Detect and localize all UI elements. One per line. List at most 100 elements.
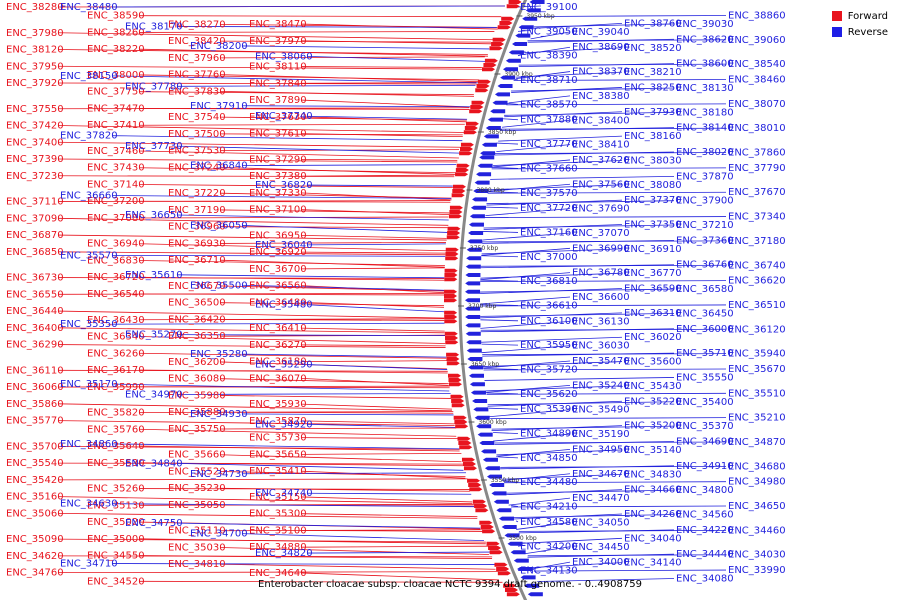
leader-line	[479, 296, 571, 305]
forward-feature-label: ENC_36840	[190, 161, 248, 172]
leader-line	[57, 32, 495, 41]
leader-line	[487, 401, 675, 406]
leader-line	[530, 31, 571, 40]
reverse-feature-label: ENC_37870	[676, 171, 734, 182]
reverse-feature-arrow	[507, 541, 523, 546]
reverse-feature-arrow	[484, 466, 500, 471]
leader-line	[491, 167, 519, 169]
forward-feature-label: ENC_37460	[87, 146, 145, 157]
forward-feature-label: ENC_36540	[87, 289, 145, 300]
leader-line	[533, 569, 727, 572]
forward-feature-label: ENC_35020	[87, 517, 145, 528]
reverse-feature-label: ENC_35600	[624, 357, 682, 368]
reverse-feature-label: ENC_36910	[624, 244, 682, 255]
leader-line	[219, 302, 445, 307]
reverse-feature-label: ENC_34140	[624, 558, 682, 569]
leader-line	[300, 234, 447, 239]
leader-line	[496, 144, 571, 152]
reverse-feature-arrow	[491, 491, 507, 496]
leader-line	[219, 319, 445, 321]
forward-feature-label: ENC_38220	[87, 44, 145, 55]
reverse-feature-label: ENC_37670	[728, 187, 786, 198]
reverse-feature-label: ENC_38380	[572, 91, 630, 102]
leader-line	[219, 116, 467, 121]
reverse-feature-arrow	[480, 151, 496, 156]
reverse-feature-label: ENC_35940	[728, 349, 786, 360]
leader-line	[138, 260, 445, 266]
leader-line	[57, 512, 478, 519]
forward-feature-label: ENC_35480	[255, 300, 313, 311]
forward-feature-arrow	[501, 16, 515, 21]
forward-feature-label: ENC_37230	[6, 171, 64, 182]
reverse-feature-arrow	[468, 365, 484, 370]
forward-feature-label: ENC_37760	[168, 70, 226, 81]
leader-line	[306, 424, 456, 428]
forward-feature-label: ENC_35110	[168, 526, 226, 537]
forward-feature-arrow	[475, 88, 489, 93]
reverse-feature-label: ENC_38710	[520, 75, 578, 86]
reverse-feature-arrow	[468, 222, 484, 227]
leader-line	[138, 167, 456, 174]
reverse-feature-arrow	[467, 357, 483, 361]
forward-feature-label: ENC_35530	[87, 458, 145, 469]
reverse-feature-arrow	[470, 390, 486, 395]
leader-line	[517, 54, 522, 57]
reverse-feature-label: ENC_37860	[728, 148, 786, 159]
leader-line	[481, 345, 571, 354]
forward-feature-label: ENC_35260	[87, 484, 145, 495]
leader-line	[494, 441, 675, 445]
forward-feature-arrow	[470, 105, 484, 109]
leader-line	[482, 232, 571, 241]
leader-line	[138, 369, 448, 374]
forward-feature-label: ENC_36350	[168, 331, 226, 342]
leader-line	[494, 151, 675, 156]
ruler-label: 3600 kbp	[478, 419, 506, 426]
reverse-feature-arrow	[468, 231, 484, 235]
leader-line	[57, 344, 446, 348]
forward-feature-label: ENC_38260	[87, 27, 145, 38]
reverse-feature-arrow	[466, 247, 482, 252]
forward-feature-arrow	[459, 151, 473, 156]
forward-feature-label: ENC_37190	[168, 205, 226, 216]
forward-feature-arrow	[451, 193, 465, 198]
leader-line	[176, 214, 449, 221]
forward-feature-label: ENC_38060	[255, 51, 313, 62]
leader-line	[306, 551, 492, 554]
forward-feature-label: ENC_36080	[168, 374, 226, 385]
reverse-feature-label: ENC_35390	[520, 404, 578, 415]
forward-feature-label: ENC_36650	[125, 210, 183, 221]
forward-feature-label: ENC_37410	[87, 120, 145, 131]
forward-feature-label: ENC_38420	[168, 36, 226, 47]
leader-line	[241, 225, 448, 233]
leader-line	[480, 328, 675, 333]
leader-line	[493, 433, 571, 442]
reverse-feature-label: ENC_35670	[728, 364, 786, 375]
reverse-feature-arrow	[502, 67, 518, 72]
leader-line	[517, 29, 531, 32]
leader-line	[504, 480, 519, 483]
forward-feature-label: ENC_35410	[249, 466, 307, 477]
leader-line	[138, 31, 495, 33]
reverse-feature-label: ENC_38760	[624, 18, 682, 29]
forward-feature-arrow	[477, 79, 491, 84]
leader-line	[57, 200, 451, 202]
reverse-feature-arrow	[481, 449, 497, 454]
forward-feature-label: ENC_36930	[168, 238, 226, 249]
forward-feature-arrow	[451, 403, 465, 408]
leader-line	[506, 102, 519, 105]
forward-feature-label: ENC_37550	[6, 104, 64, 115]
leader-line	[241, 164, 457, 166]
leader-line	[300, 344, 446, 347]
leader-line	[138, 555, 493, 559]
leader-line	[513, 79, 727, 81]
reverse-feature-label: ENC_34440	[676, 549, 734, 560]
forward-feature-arrow	[458, 441, 472, 445]
reverse-feature-label: ENC_38370	[572, 67, 630, 78]
forward-feature-label: ENC_37220	[168, 188, 226, 199]
forward-feature-label: ENC_37200	[87, 196, 145, 207]
leader-line	[484, 377, 675, 381]
leader-line	[506, 103, 727, 106]
forward-feature-label: ENC_35050	[168, 500, 226, 511]
leader-line	[219, 259, 445, 268]
forward-feature-arrow	[445, 252, 459, 256]
